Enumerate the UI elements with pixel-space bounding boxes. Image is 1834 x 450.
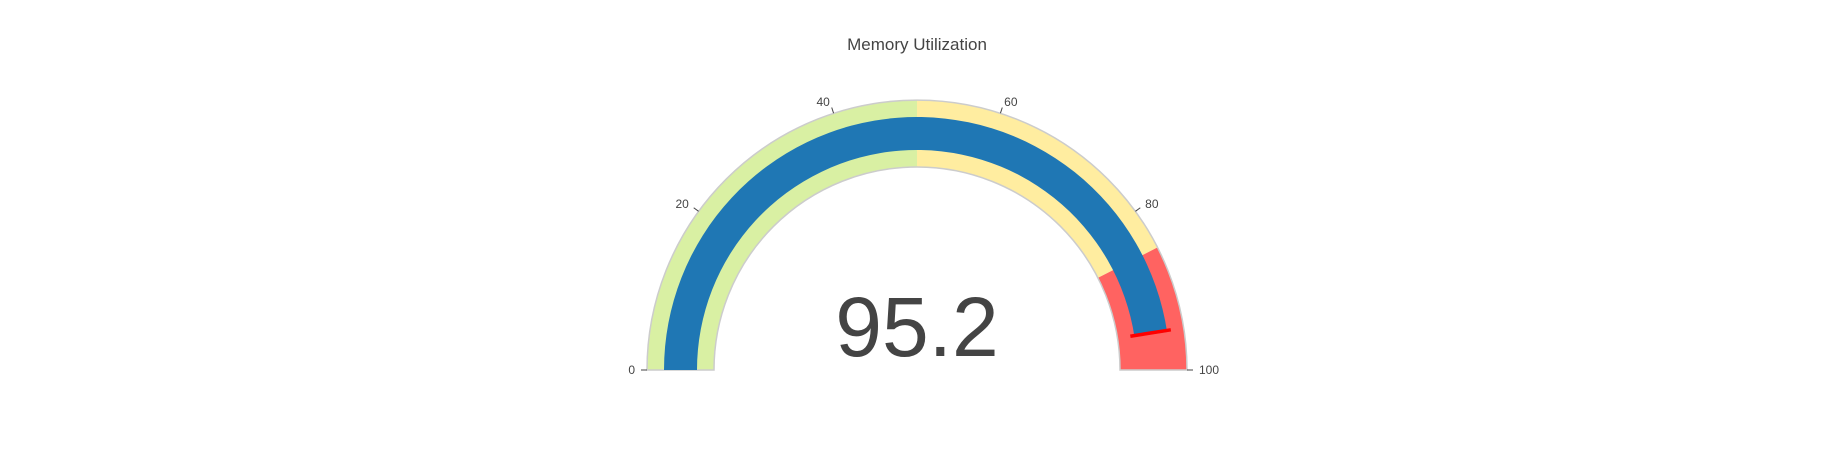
gauge-value-bar <box>664 117 1168 371</box>
gauge-tick-label-2: 40 <box>816 95 830 109</box>
chart-title: Memory Utilization <box>847 35 987 54</box>
gauge-value-number: 95.2 <box>835 280 999 374</box>
gauge-value-bar-group <box>664 117 1168 371</box>
gauge-tick-label-0: 0 <box>628 363 635 377</box>
gauge-tick-mark-1 <box>693 207 699 212</box>
gauge-tick-mark-3 <box>999 107 1003 114</box>
gauge-tick-mark-4 <box>1135 207 1141 212</box>
gauge-threshold-line <box>1130 328 1172 338</box>
gauge-tick-label-1: 20 <box>675 197 689 211</box>
gauge-step-0 <box>647 100 917 370</box>
gauge-border <box>646 99 1188 371</box>
gauge-outline <box>646 99 1188 371</box>
gauge-tick-label-4: 80 <box>1145 197 1159 211</box>
gauge-tick-label-3: 60 <box>1004 95 1018 109</box>
gauge-tick-label-5: 100 <box>1199 363 1219 377</box>
gauge-threshold-group <box>1130 328 1172 338</box>
gauge-tick-mark-2 <box>831 107 835 114</box>
gauge-ticks: 0 20 40 60 80 100 <box>628 95 1219 377</box>
